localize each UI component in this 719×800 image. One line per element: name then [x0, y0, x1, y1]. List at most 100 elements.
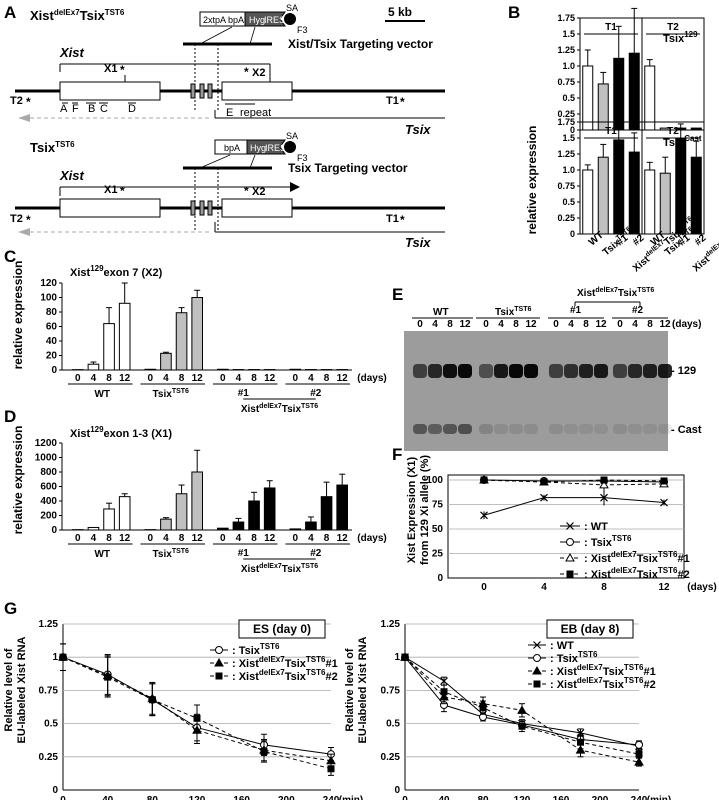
g-series-line — [404, 656, 640, 746]
x1-label-2: X1 — [104, 184, 117, 196]
day-label: 4 — [91, 373, 97, 384]
band-cast — [643, 424, 657, 434]
gel-day: 8 — [647, 319, 653, 330]
g-xtick-label: 240 — [631, 795, 648, 800]
b-bar — [659, 172, 671, 235]
g-ytick-label: 0.5 — [386, 719, 400, 730]
f-ytick-label: 50 — [432, 524, 444, 535]
g-legend-label: : TsixTST6 — [550, 650, 598, 665]
g-point — [401, 653, 409, 661]
bar — [289, 528, 302, 531]
band-cast — [658, 424, 672, 434]
band-129 — [549, 364, 563, 378]
bar — [160, 518, 172, 531]
scale-bar-label: 5 kb — [388, 5, 412, 19]
day-label: 0 — [220, 373, 226, 384]
b-ytick-label: 0.25 — [557, 109, 575, 119]
panel-label-c: C — [4, 247, 16, 266]
days-unit: (days) — [357, 373, 386, 384]
ytick-label: 80 — [46, 307, 58, 318]
g-series-line — [62, 656, 332, 762]
band-129 — [428, 364, 442, 378]
g-point — [575, 745, 586, 754]
band-cast — [549, 424, 563, 434]
g-point — [59, 653, 67, 661]
g-ytick-label: 0.75 — [39, 685, 59, 696]
g-point — [577, 738, 584, 746]
t2-label-1: T2 — [10, 95, 23, 107]
b-bar — [690, 127, 702, 131]
band-129 — [613, 364, 627, 378]
day-label: 12 — [337, 373, 349, 384]
band-cast — [443, 424, 457, 434]
f-series-line — [483, 497, 665, 516]
bar — [217, 527, 229, 531]
b-group-t2: T2 — [667, 22, 679, 33]
x1-star-1: * — [120, 63, 125, 77]
f-xtick-label: 4 — [541, 582, 547, 593]
gel-day: 8 — [447, 319, 453, 330]
panel-d-title: Xist129exon 1-3 (X1) — [70, 425, 172, 440]
day-label: 4 — [236, 533, 242, 544]
band-cast-label: - Cast — [671, 424, 702, 436]
group-label-wt: WT — [94, 549, 110, 560]
b-ytick-label: 0.75 — [557, 181, 575, 191]
bar — [248, 500, 260, 531]
band-cast — [594, 424, 608, 434]
g-point — [635, 740, 643, 749]
g-point — [518, 722, 526, 730]
f-legend-marker — [565, 552, 575, 562]
b-ytick-label: 1.0 — [562, 165, 575, 175]
panel-label-d: D — [4, 407, 16, 426]
f-series-line — [483, 479, 665, 483]
b-ytick-label: 0 — [570, 125, 575, 135]
panel-g-right-ylabel-1: Relative level of — [344, 648, 356, 731]
g-xtick-label: 0 — [60, 795, 66, 800]
band-129 — [479, 364, 493, 378]
f-xtick-label: 0 — [481, 582, 487, 593]
day-label: 0 — [293, 533, 299, 544]
g-ytick-label: 1 — [52, 652, 58, 663]
gel-day: 8 — [583, 319, 589, 330]
g-xtick-label: 120 — [189, 795, 206, 800]
b-xlabel-n2-1: #2 — [631, 232, 647, 248]
g-point — [517, 705, 527, 714]
day-label: 4 — [163, 533, 169, 544]
band-129 — [579, 364, 593, 378]
g-title: EB (day 8) — [561, 622, 620, 636]
tsix-gene-label-1: Tsix — [405, 122, 431, 137]
f-point — [540, 478, 548, 486]
band-cast — [628, 424, 642, 434]
panel-g-left-ylabel-1: Relative level of — [3, 648, 15, 731]
day-label: 8 — [324, 373, 330, 384]
panel-d: relative expression Xist129exon 1-3 (X1)… — [11, 425, 387, 575]
bar — [336, 484, 348, 531]
b-xlabel-n2-2: #2 — [693, 232, 709, 248]
group-label-xist: XistdelEx7TsixTST6 — [241, 563, 318, 575]
b-ytick-label: 1.25 — [557, 45, 575, 55]
panel-g: Relative level of EU-labeled Xist RNA Re… — [3, 619, 671, 800]
band-129 — [458, 364, 472, 378]
g-series-line — [404, 656, 640, 747]
b-group-t2: T2 — [667, 126, 679, 137]
panel-g-left-plot: 0 0.25 0.5 0.75 1 1.25 0 40 80 120 160 200 240(min) E… — [39, 619, 364, 800]
cassette2-ires: IRES — [265, 143, 286, 153]
gel-day: 4 — [568, 319, 574, 330]
f-x-unit: (days) — [687, 582, 716, 593]
g-xtick-label: 240 — [323, 795, 340, 800]
vector2-label: Tsix Targeting vector — [288, 161, 408, 175]
g-series-line — [62, 656, 332, 770]
panel-b-bottom-plot: 0 0.25 0.5 0.75 1.0 1.25 1.5 1.75 T1 T2 — [557, 110, 705, 239]
g-series-line — [404, 656, 640, 763]
bar — [191, 471, 203, 531]
xist-gene-label-2: Xist — [59, 168, 85, 183]
ytick-label: 0 — [51, 525, 57, 536]
g-legend-marker — [533, 680, 541, 688]
day-label: 8 — [251, 533, 257, 544]
g-xtick-label: 40 — [102, 795, 114, 800]
g-legend-label: : TsixTST6 — [232, 642, 280, 657]
ytick-label: 0 — [51, 365, 57, 376]
t2-label-2: T2 — [10, 213, 23, 225]
